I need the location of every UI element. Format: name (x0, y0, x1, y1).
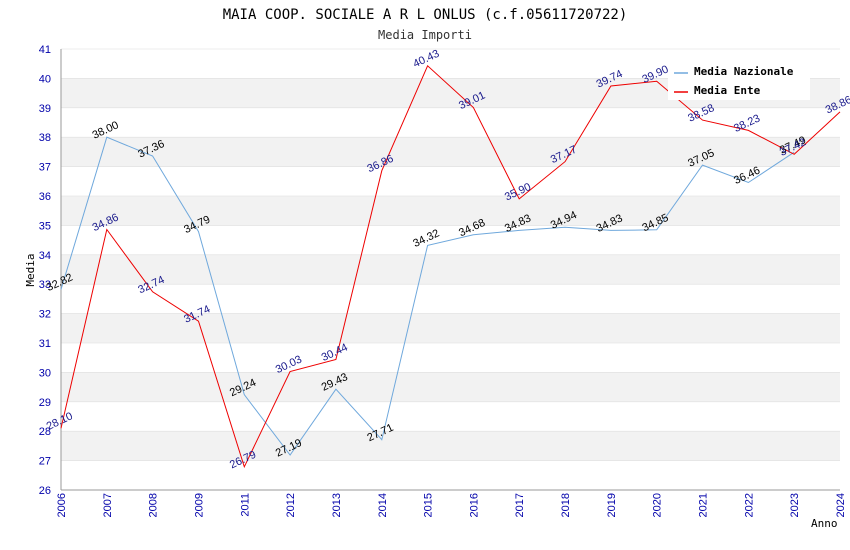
y-tick-labels: 26 27 28 29 30 31 32 33 34 35 36 37 38 39 40 41 (39, 44, 51, 497)
x-tick-label: 2007 (102, 493, 114, 517)
grid-band (61, 137, 840, 167)
data-label: 32.82 (45, 272, 75, 295)
y-tick-label: 39 (39, 103, 51, 115)
data-label: 40.43 (411, 48, 441, 71)
x-tick-label: 2009 (193, 493, 205, 517)
x-tick-label: 2021 (698, 493, 710, 517)
y-tick-label: 36 (39, 191, 51, 203)
x-tick-label: 2024 (835, 493, 847, 517)
y-tick-label: 28 (39, 426, 51, 438)
y-axis-label: Media (24, 253, 37, 286)
x-tick-label: 2012 (285, 493, 297, 517)
grid-band (61, 431, 840, 461)
grid-band (61, 372, 840, 402)
data-label: 28.10 (45, 410, 75, 433)
data-label: 36.46 (732, 165, 762, 188)
data-label: 38.23 (732, 112, 762, 135)
x-tick-labels: 2006 2007 2008 2009 2011 2012 2013 2014 2015 2016… (56, 493, 847, 517)
data-label: 30.44 (320, 341, 350, 364)
y-tick-label: 35 (39, 220, 51, 232)
x-tick-label: 2017 (514, 493, 526, 517)
y-tick-label: 38 (39, 132, 51, 144)
data-label: 34.32 (411, 227, 441, 250)
x-tick-label: 2016 (468, 493, 480, 517)
x-tick-label: 2006 (56, 493, 68, 517)
y-tick-label: 27 (39, 456, 51, 468)
grid-bands (61, 48, 840, 491)
y-tick-label: 30 (39, 367, 51, 379)
y-tick-label: 40 (39, 73, 51, 85)
grid-band (61, 254, 840, 285)
legend: Media Nazionale Media Ente (668, 62, 810, 100)
y-tick-label: 26 (39, 485, 51, 497)
x-tick-label: 2023 (789, 493, 801, 517)
x-tick-label: 2013 (331, 493, 343, 517)
legend-box (668, 62, 810, 100)
series-line-media-nazionale (60, 136, 795, 456)
y-tick-label: 33 (39, 279, 51, 291)
x-axis-label: Anno (811, 517, 838, 530)
x-tick-label: 2014 (377, 493, 389, 517)
y-tick-label: 41 (39, 44, 51, 56)
chart-title: MAIA COOP. SOCIALE A R L ONLUS (c.f.0561… (223, 7, 628, 23)
x-tick-label: 2019 (606, 493, 618, 517)
grid-band (61, 196, 840, 226)
x-tick-label: 2018 (560, 493, 572, 517)
chart-subtitle: Media Importi (378, 28, 472, 42)
x-tick-label: 2015 (423, 493, 435, 517)
y-tick-label: 34 (39, 250, 51, 262)
y-tick-label: 29 (39, 397, 51, 409)
series-lines (60, 64, 841, 469)
legend-label-media-nazionale: Media Nazionale (694, 65, 794, 78)
x-tick-label: 2022 (743, 493, 755, 517)
y-tick-label: 32 (39, 309, 51, 321)
x-tick-label: 2020 (652, 493, 664, 517)
legend-label-media-ente: Media Ente (694, 84, 761, 97)
x-tick-label: 2008 (148, 493, 160, 517)
x-tick-label: 2011 (239, 493, 251, 517)
grid-band (61, 313, 840, 343)
series-line-media-ente (60, 64, 841, 469)
y-tick-label: 37 (39, 162, 51, 174)
axes (60, 49, 840, 491)
y-tick-label: 31 (39, 338, 51, 350)
